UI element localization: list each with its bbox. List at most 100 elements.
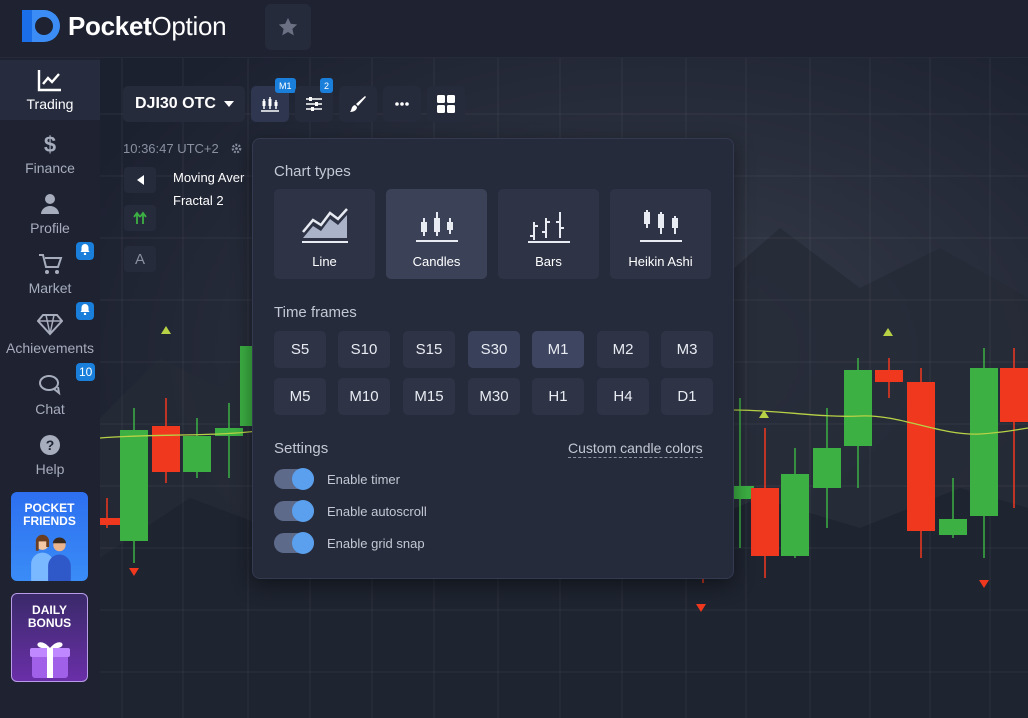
chart-type-bars[interactable]: Bars	[498, 189, 599, 279]
sidebar-item-help[interactable]: ? Help	[0, 425, 100, 485]
bell-icon	[80, 303, 90, 315]
asset-selector[interactable]: DJI30 OTC	[123, 86, 245, 122]
timeframe-s5[interactable]: S5	[274, 331, 326, 368]
sidebar-item-label: Trading	[26, 96, 74, 112]
indicator-fractal[interactable]: Fractal 2	[173, 193, 224, 208]
timeframe-badge: M1	[275, 78, 296, 93]
toggle-knob	[292, 468, 314, 490]
timeframe-m30[interactable]: M30	[468, 378, 520, 415]
chart-type-button[interactable]: M1	[251, 78, 296, 122]
header: PocketOption	[0, 0, 1028, 58]
autoscroll-toggle[interactable]	[274, 500, 314, 522]
sidebar-item-finance[interactable]: $ Finance	[0, 124, 100, 184]
custom-candle-colors-link[interactable]: Custom candle colors	[568, 440, 703, 458]
chart-type-candles[interactable]: Candles	[386, 189, 487, 279]
user-icon	[41, 194, 59, 214]
fractal-up-arrow	[883, 328, 893, 336]
promo-line: FRIENDS	[23, 514, 76, 528]
timeframe-s10[interactable]: S10	[338, 331, 390, 368]
chart-type-label: Candles	[412, 254, 461, 269]
indicator-moving-average[interactable]: Moving Aver	[173, 170, 245, 185]
toggle-knob	[292, 500, 314, 522]
notification-badge	[76, 302, 94, 320]
candle-body	[152, 426, 180, 472]
pocket-friends-promo[interactable]: POCKET FRIENDS	[11, 492, 88, 581]
chart-types-heading: Chart types	[274, 163, 351, 180]
fractal-up-arrow	[161, 326, 171, 334]
timeframe-m1[interactable]: M1	[532, 331, 584, 368]
timer-toggle-row[interactable]: Enable timer	[274, 468, 400, 490]
sidebar-item-achievements[interactable]: Achievements	[0, 302, 100, 364]
sidebar-item-trading[interactable]: Trading	[0, 60, 100, 120]
grid-layout-icon	[437, 95, 455, 113]
chart-type-label: Heikin Ashi	[628, 254, 693, 269]
timeframe-h4[interactable]: H4	[597, 378, 649, 415]
timeframe-m5[interactable]: M5	[274, 378, 326, 415]
timeframe-d1[interactable]: D1	[661, 378, 713, 415]
time-settings-icon[interactable]	[230, 142, 243, 155]
candles-icon	[261, 97, 279, 112]
heikin-ashi-icon	[639, 210, 682, 242]
chart-type-line[interactable]: Line	[274, 189, 375, 279]
timer-toggle[interactable]	[274, 468, 314, 490]
indicators-button[interactable]: 2	[295, 78, 334, 122]
toggle-label: Enable autoscroll	[327, 503, 427, 519]
more-button[interactable]	[383, 86, 421, 122]
toggle-label: Enable timer	[327, 471, 400, 487]
svg-text:$: $	[44, 132, 56, 156]
candle-body	[939, 519, 967, 535]
candle-body	[751, 488, 779, 556]
chat-count-badge: 10	[76, 363, 96, 381]
drawings-button[interactable]	[339, 86, 377, 122]
cart-icon	[39, 254, 63, 274]
text-tool-button[interactable]: A	[124, 246, 156, 272]
timeframe-m2[interactable]: M2	[597, 331, 649, 368]
star-icon	[278, 17, 298, 36]
layout-button[interactable]	[427, 86, 465, 122]
sidebar-item-market[interactable]: Market	[0, 242, 100, 304]
logo[interactable]: PocketOption	[20, 8, 227, 44]
caret-down-icon	[223, 101, 234, 107]
sidebar-item-label: Market	[28, 280, 72, 296]
server-time: 10:36:47 UTC+2	[123, 141, 219, 156]
candle-body	[907, 382, 935, 531]
timeframe-s30[interactable]: S30	[468, 331, 520, 368]
promo-line: DAILY	[32, 603, 67, 617]
timeframe-s15[interactable]: S15	[403, 331, 455, 368]
gift-icon	[29, 642, 70, 678]
font-letter: A	[134, 250, 145, 268]
diamond-icon	[37, 314, 63, 336]
settings-heading: Settings	[274, 440, 329, 457]
trade-signals-button[interactable]	[124, 205, 156, 231]
asset-name: DJI30 OTC	[135, 95, 216, 112]
grid-snap-toggle-row[interactable]: Enable grid snap	[274, 532, 425, 554]
timeframe-h1[interactable]: H1	[532, 378, 584, 415]
candle-body	[781, 474, 809, 556]
brand-bold: Pocket	[68, 10, 152, 41]
collapse-indicators-button[interactable]	[124, 167, 156, 193]
fractal-up-arrow	[759, 410, 769, 418]
sidebar-item-chat[interactable]: Chat 10	[0, 363, 100, 425]
daily-bonus-promo[interactable]: DAILY BONUS	[11, 593, 88, 682]
sidebar-item-label: Achievements	[6, 340, 94, 356]
timeframe-m3[interactable]: M3	[661, 331, 713, 368]
chart-settings-popup: Chart types Line Candles Bars Heikin Ash…	[252, 138, 734, 579]
promo-line: POCKET	[24, 501, 75, 515]
sidebar-item-label: Chat	[35, 401, 65, 417]
autoscroll-toggle-row[interactable]: Enable autoscroll	[274, 500, 427, 522]
candle-body	[813, 448, 841, 488]
favorites-button[interactable]	[265, 4, 311, 50]
help-icon: ?	[40, 435, 60, 455]
timeframe-m10[interactable]: M10	[338, 378, 390, 415]
logo-icon	[20, 8, 62, 44]
arrows-up-icon	[133, 211, 147, 224]
grid-snap-toggle[interactable]	[274, 532, 314, 554]
sliders-icon	[306, 97, 322, 111]
sidebar-item-profile[interactable]: Profile	[0, 184, 100, 244]
chart-type-heikin-ashi[interactable]: Heikin Ashi	[610, 189, 711, 279]
candle-body	[215, 428, 243, 436]
indicators-count-badge: 2	[320, 78, 334, 93]
timeframe-m15[interactable]: M15	[403, 378, 455, 415]
candle-body	[1000, 368, 1028, 422]
triangle-left-icon	[136, 175, 144, 185]
